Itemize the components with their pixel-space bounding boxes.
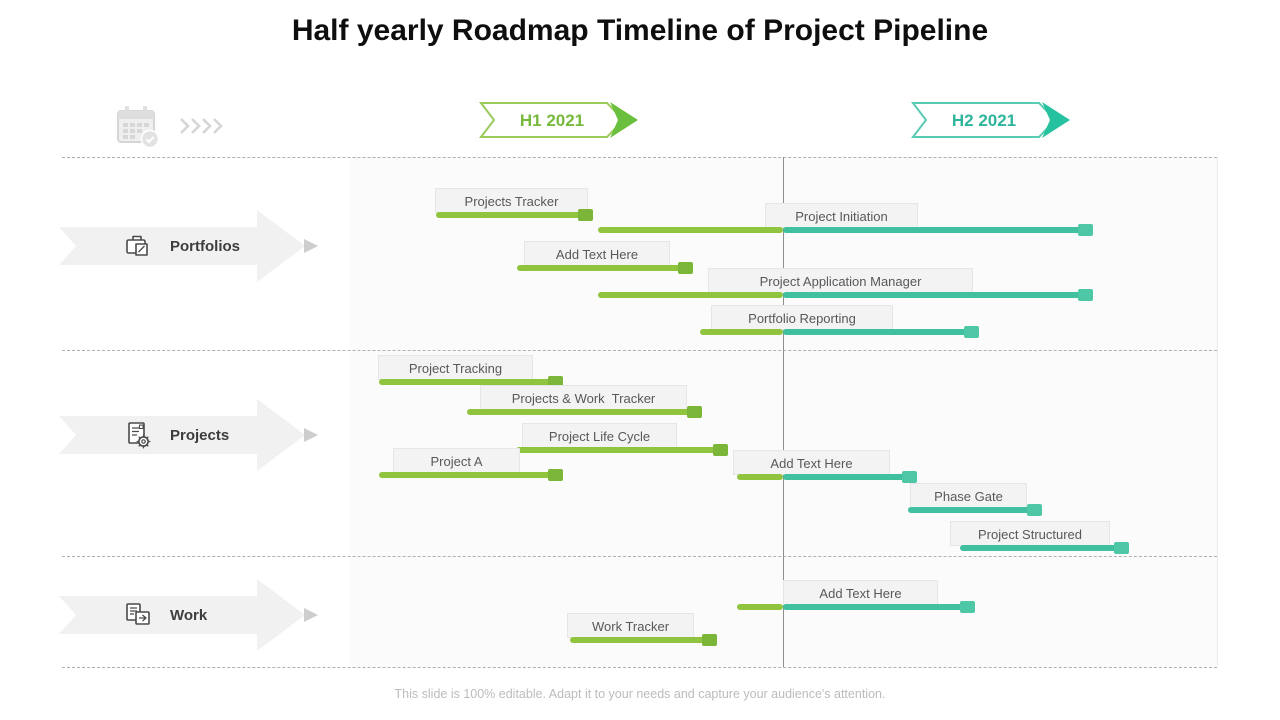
- task-label: Add Text Here: [524, 241, 670, 266]
- forward-chevrons-icon: [180, 118, 223, 134]
- task-label: Phase Gate: [910, 483, 1027, 508]
- task-bar-green: [700, 329, 783, 335]
- task-bar-green: [516, 447, 721, 453]
- lane-arrow-shape: [59, 579, 305, 651]
- task-bar-teal: [783, 292, 1086, 298]
- lane-label-work: Work: [170, 607, 208, 624]
- task-bar-teal: [960, 545, 1122, 551]
- task-bar-green: [379, 472, 556, 478]
- lane-divider: [62, 350, 1217, 351]
- task-end-marker: [702, 634, 717, 646]
- task-bar-green: [598, 292, 783, 298]
- task-bar-green: [467, 409, 695, 415]
- task-end-marker: [902, 471, 917, 483]
- task-label: Add Text Here: [733, 450, 890, 475]
- task-label: Project A: [393, 448, 520, 473]
- task-label: Project Life Cycle: [522, 423, 677, 448]
- task-end-marker: [1078, 224, 1093, 236]
- task-label: Projects Tracker: [435, 188, 588, 213]
- lane-pointer-triangle-icon: [304, 428, 318, 442]
- task-end-marker: [687, 406, 702, 418]
- task-bar-green: [737, 604, 783, 610]
- banner-arrowhead-icon: [610, 102, 638, 138]
- h1-2021-banner: H1 2021: [479, 102, 638, 138]
- h2-2021-banner: H2 2021: [911, 102, 1070, 138]
- task-end-marker: [1027, 504, 1042, 516]
- lane-label-portfolios: Portfolios: [170, 238, 240, 255]
- task-bar-teal: [783, 329, 972, 335]
- half-year-midline: [783, 157, 784, 667]
- task-label: Add Text Here: [783, 580, 938, 605]
- task-bar-green: [436, 212, 586, 218]
- calendar-check-icon: [117, 106, 160, 149]
- task-bar-green: [379, 379, 556, 385]
- lane-divider: [62, 157, 1217, 158]
- task-end-marker: [1078, 289, 1093, 301]
- task-bar-teal: [783, 227, 1086, 233]
- task-end-marker: [678, 262, 693, 274]
- task-label: Portfolio Reporting: [711, 305, 893, 330]
- task-end-marker: [1114, 542, 1129, 554]
- task-end-marker: [548, 469, 563, 481]
- task-bar-green: [570, 637, 710, 643]
- task-end-marker: [713, 444, 728, 456]
- task-label: Project Initiation: [765, 203, 918, 228]
- task-bar-teal: [908, 507, 1035, 513]
- task-end-marker: [964, 326, 979, 338]
- task-label: Projects & Work Tracker: [480, 385, 687, 410]
- task-bar-green: [517, 265, 686, 271]
- task-label: Project Application Manager: [708, 268, 973, 293]
- task-bar-green: [737, 474, 783, 480]
- task-bar-green: [598, 227, 783, 233]
- footer-note: This slide is 100% editable. Adapt it to…: [394, 687, 886, 701]
- h1-label: H1 2021: [520, 111, 584, 130]
- lane-label-projects: Projects: [170, 427, 230, 444]
- work-files-icon: [126, 603, 150, 625]
- task-bar-teal: [783, 604, 968, 610]
- lane-divider: [62, 556, 1217, 557]
- lane-divider: [62, 667, 1217, 668]
- projects-document-gear-icon: [128, 422, 151, 449]
- portfolios-briefcase-icon: [126, 235, 148, 256]
- task-end-marker: [960, 601, 975, 613]
- page-title: Half yearly Roadmap Timeline of Project …: [291, 14, 989, 47]
- task-bar-teal: [783, 474, 910, 480]
- task-end-marker: [578, 209, 593, 221]
- h2-label: H2 2021: [952, 111, 1016, 130]
- lane-arrow-shape: [59, 399, 305, 471]
- task-label: Project Structured: [950, 521, 1110, 546]
- lane-pointer-triangle-icon: [304, 239, 318, 253]
- task-label: Work Tracker: [567, 613, 694, 638]
- task-label: Project Tracking: [378, 355, 533, 380]
- lane-pointer-triangle-icon: [304, 608, 318, 622]
- banner-arrowhead-icon: [1042, 102, 1070, 138]
- lane-arrow-shape: [59, 210, 305, 282]
